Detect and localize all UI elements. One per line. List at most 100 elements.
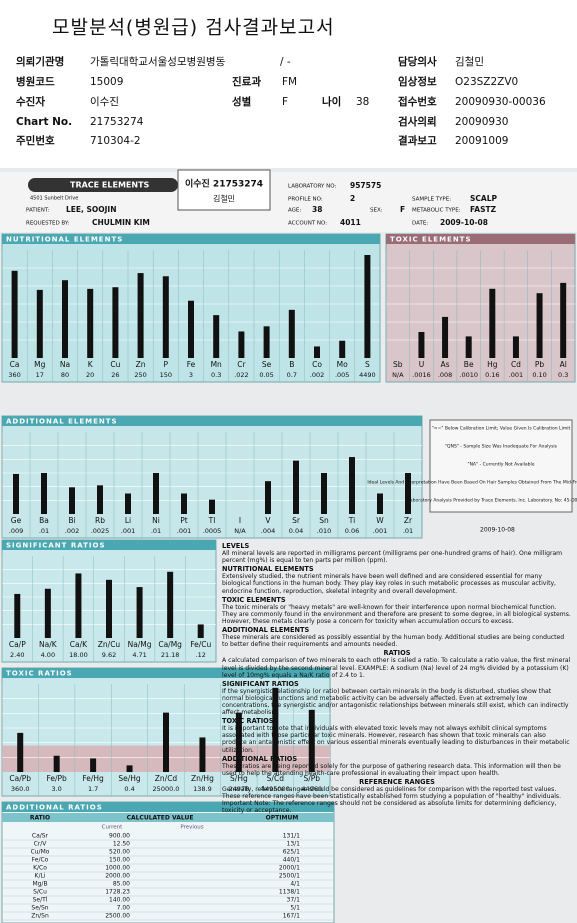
bar <box>97 485 103 514</box>
report-value: 4011 <box>340 218 361 227</box>
field-label: 담당의사 <box>398 55 437 68</box>
column-header: RATIO <box>30 815 50 822</box>
item-label: K <box>88 360 94 369</box>
item-value: 1.7 <box>88 785 98 793</box>
item-label: Sn <box>319 516 329 525</box>
item-value: 4490 <box>359 371 376 379</box>
bar <box>442 316 449 358</box>
ratio-optimum: 5/1 <box>290 905 300 912</box>
legend-box <box>429 419 573 513</box>
bar <box>339 340 346 358</box>
bar <box>137 273 144 358</box>
stamp <box>177 169 271 211</box>
bar <box>41 473 47 514</box>
bar <box>235 712 242 772</box>
item-label: Rb <box>95 516 105 525</box>
item-value: 0.4 <box>124 785 134 793</box>
item-label: Pt <box>180 516 188 525</box>
item-value: 0.10 <box>532 371 546 379</box>
section-heading: TOXIC RATIOS <box>222 717 274 726</box>
item-label: Zn/Hg <box>191 774 214 783</box>
field-label: 성별 <box>232 95 251 108</box>
bar <box>125 493 131 514</box>
field-value: 21753274 <box>90 116 144 128</box>
field-value: 15009 <box>90 76 123 88</box>
item-value: .008 <box>438 371 452 379</box>
item-label: Mn <box>211 360 222 369</box>
bar <box>153 473 159 514</box>
bar <box>465 336 472 358</box>
section-text: A calculated comparison of two minerals … <box>222 657 571 679</box>
panel-title-bar <box>2 234 380 244</box>
table-bg <box>1 801 335 923</box>
bar <box>489 288 496 358</box>
lab-name: TRACE ELEMENTS <box>70 181 150 190</box>
section-text: The toxic minerals or "heavy metals" are… <box>222 603 571 625</box>
field-label: 수진자 <box>16 95 45 108</box>
report-label: REQUESTED BY: <box>26 221 70 227</box>
ratio-optimum: 2500/1 <box>279 873 300 880</box>
item-value: 0.06 <box>345 527 359 535</box>
ratio-name: K/Co <box>33 865 47 872</box>
item-value: .01 <box>403 527 413 535</box>
field-value: FM <box>282 76 297 88</box>
item-value: 0.7 <box>287 371 297 379</box>
panel-title: TOXIC RATIOS <box>6 670 73 678</box>
bar <box>293 460 299 514</box>
stamp-name: 이수진 21753274 <box>185 178 263 190</box>
item-value: .001 <box>373 527 387 535</box>
item-label: B <box>289 360 294 369</box>
field-value: 김철민 <box>455 56 484 68</box>
item-label: Fe <box>187 360 196 369</box>
report-label: SAMPLE TYPE: <box>412 197 451 203</box>
ratio-current: 1728.23 <box>105 889 130 896</box>
section-heading: RATIOS <box>383 649 411 658</box>
item-value: 360 <box>8 371 20 379</box>
item-label: Ba <box>39 516 49 525</box>
field-label: 주민번호 <box>16 134 55 147</box>
field-value: 20091009 <box>455 135 508 147</box>
item-value: 4495000 <box>261 785 290 793</box>
item-value: 4.71 <box>132 651 146 659</box>
item-value: .005 <box>335 371 349 379</box>
panel-title: SIGNIFICANT RATIOS <box>6 542 106 550</box>
report-value: 957575 <box>350 181 381 190</box>
bar <box>75 573 82 638</box>
bar <box>44 588 51 638</box>
item-label: Se/Hg <box>118 774 141 783</box>
bar <box>13 473 19 514</box>
item-value: 0.04 <box>289 527 303 535</box>
item-value: .002 <box>310 371 324 379</box>
item-value: 20 <box>86 371 94 379</box>
section-heading: REFERENCE RANGES <box>359 777 435 786</box>
bar <box>199 737 206 772</box>
item-value: 150 <box>160 371 172 379</box>
field-label: 나이 <box>322 95 341 108</box>
ratio-name: Fe/Co <box>32 857 49 864</box>
bar <box>321 473 327 514</box>
item-label: Fe/Hg <box>82 774 104 783</box>
field-value: 38 <box>356 96 369 108</box>
ratio-current: 85.00 <box>113 881 130 888</box>
bar <box>308 709 315 772</box>
item-value: 360.0 <box>11 785 30 793</box>
item-label: Zn/Cd <box>155 774 178 783</box>
field-value: 20090930 <box>455 116 508 128</box>
report-value: FASTZ <box>470 205 497 214</box>
ratio-name: K/Li <box>35 873 46 880</box>
ratio-current: 150.00 <box>109 857 130 864</box>
item-value: .004 <box>261 527 275 535</box>
bar <box>126 765 133 772</box>
item-value: 250 <box>134 371 146 379</box>
bar <box>265 481 271 514</box>
bar <box>213 315 220 358</box>
ratio-current: 900.00 <box>109 833 130 840</box>
legend-note: Laboratory Analysis Provided by Trace El… <box>407 498 577 504</box>
ratio-current: 12.50 <box>113 841 130 848</box>
bar <box>418 331 425 358</box>
item-value: 2.40 <box>10 651 24 659</box>
report-date: 2009-10-08 <box>480 527 515 534</box>
panel-title-bar <box>2 802 334 812</box>
item-label: Be <box>464 360 474 369</box>
